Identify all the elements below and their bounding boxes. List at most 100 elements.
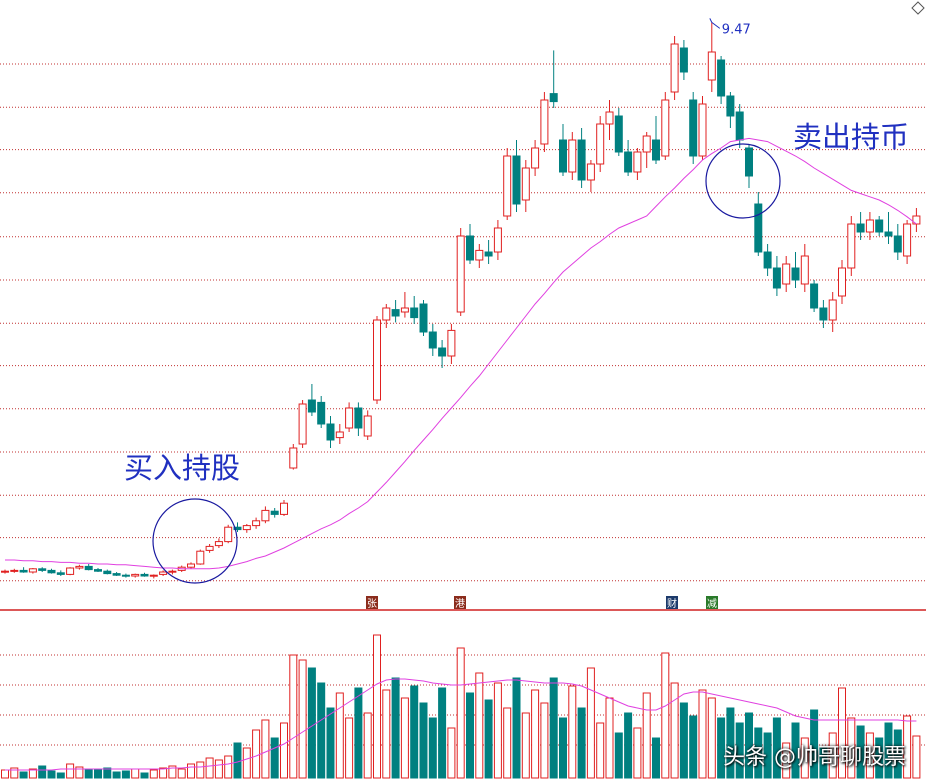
buy-annotation: 买入持股: [124, 451, 240, 485]
candle-body: [735, 111, 744, 141]
candle-body: [791, 267, 800, 281]
volume-bar: [94, 769, 102, 779]
volume-bar: [177, 768, 186, 779]
volume-bar: [642, 692, 651, 779]
event-label: 减: [707, 598, 717, 610]
candle-body: [56, 572, 65, 575]
candle-body: [214, 541, 223, 547]
candle-body: [828, 299, 837, 321]
candle-body: [577, 139, 586, 181]
volume-bar: [782, 742, 791, 779]
candle-body: [717, 59, 726, 97]
volume-bar: [307, 667, 316, 779]
volume-bar: [624, 712, 633, 779]
volume-bar: [856, 725, 865, 779]
candle-body: [698, 103, 707, 157]
volume-bar: [810, 709, 819, 779]
volume-bar: [317, 682, 326, 779]
event-label: 港: [455, 598, 465, 610]
candle-body: [84, 565, 93, 571]
volume-bar: [912, 735, 921, 779]
candle-body: [149, 574, 158, 577]
volume-bar: [140, 772, 149, 779]
candle-body: [28, 568, 37, 573]
candle-body: [410, 307, 419, 319]
candle-body: [707, 51, 716, 81]
candle-body: [205, 545, 214, 551]
volume-bar: [1, 769, 9, 779]
event-label: 财: [667, 597, 677, 610]
candle-body: [38, 568, 47, 571]
candle-body: [438, 347, 447, 357]
candle-body: [289, 447, 298, 469]
event-badge: [706, 596, 718, 609]
watermark: 头条 @帅哥聊股票: [723, 745, 906, 770]
candle-body: [605, 111, 614, 125]
candle-body: [819, 307, 828, 321]
candle-body: [884, 231, 893, 237]
ma-line: [5, 137, 917, 570]
volume-bar: [354, 687, 363, 779]
volume-bar: [10, 767, 19, 779]
candle-body: [624, 151, 633, 173]
event-badge: [454, 596, 466, 609]
candle-body: [382, 307, 391, 321]
candle-body: [400, 307, 409, 313]
volume-bar: [84, 768, 93, 779]
candle-body: [596, 123, 605, 165]
candle-body: [754, 203, 763, 253]
volume-bar: [252, 729, 261, 779]
volume-bar: [586, 667, 595, 779]
volume-bar: [214, 759, 223, 779]
volume-bar: [149, 769, 158, 779]
volume-bar: [745, 712, 753, 779]
volume-bar: [772, 717, 781, 779]
peak-label: 9.47: [722, 22, 751, 37]
volume-bar: [903, 715, 912, 779]
candle-body: [391, 309, 400, 317]
volume-bar: [661, 652, 670, 779]
volume-bar: [270, 737, 279, 779]
volume-bar: [131, 768, 140, 779]
volume-bar: [884, 722, 893, 779]
candle-body: [633, 151, 642, 173]
candle-body: [261, 509, 270, 522]
candle-body: [168, 570, 177, 573]
candle-body: [875, 219, 884, 233]
volume-bar: [800, 737, 809, 779]
volume-bar: [763, 732, 772, 779]
volume-bar: [484, 699, 493, 779]
candle-body: [140, 573, 149, 577]
volume-bar: [196, 761, 205, 779]
volume-bar: [549, 677, 558, 779]
candle-body: [512, 155, 521, 205]
candle-body: [187, 563, 195, 568]
volume-bar: [828, 732, 837, 779]
candle-body: [893, 235, 902, 253]
volume-bar: [56, 772, 65, 779]
candle-body: [503, 155, 512, 217]
candle-body: [233, 526, 242, 531]
buy-circle: [152, 498, 238, 584]
volume-bar: [438, 687, 447, 779]
candle-body: [586, 163, 595, 181]
volume-bar: [233, 742, 242, 779]
candle-body: [373, 319, 381, 401]
candle-body: [856, 223, 865, 233]
volume-bar: [875, 737, 884, 779]
volume-bar: [66, 763, 75, 779]
candle-body: [726, 95, 735, 117]
volume-bar: [531, 689, 540, 779]
volume-bar: [865, 732, 874, 779]
candle-body: [196, 550, 205, 565]
volume-bar: [47, 770, 56, 779]
volume-bar: [410, 685, 419, 779]
volume-bar: [447, 727, 456, 779]
volume-bar: [707, 697, 716, 779]
candle-body: [19, 569, 28, 573]
volume-bar: [652, 737, 660, 779]
volume-bar: [187, 763, 195, 779]
candle-body: [865, 219, 874, 233]
candle-body: [10, 569, 19, 572]
